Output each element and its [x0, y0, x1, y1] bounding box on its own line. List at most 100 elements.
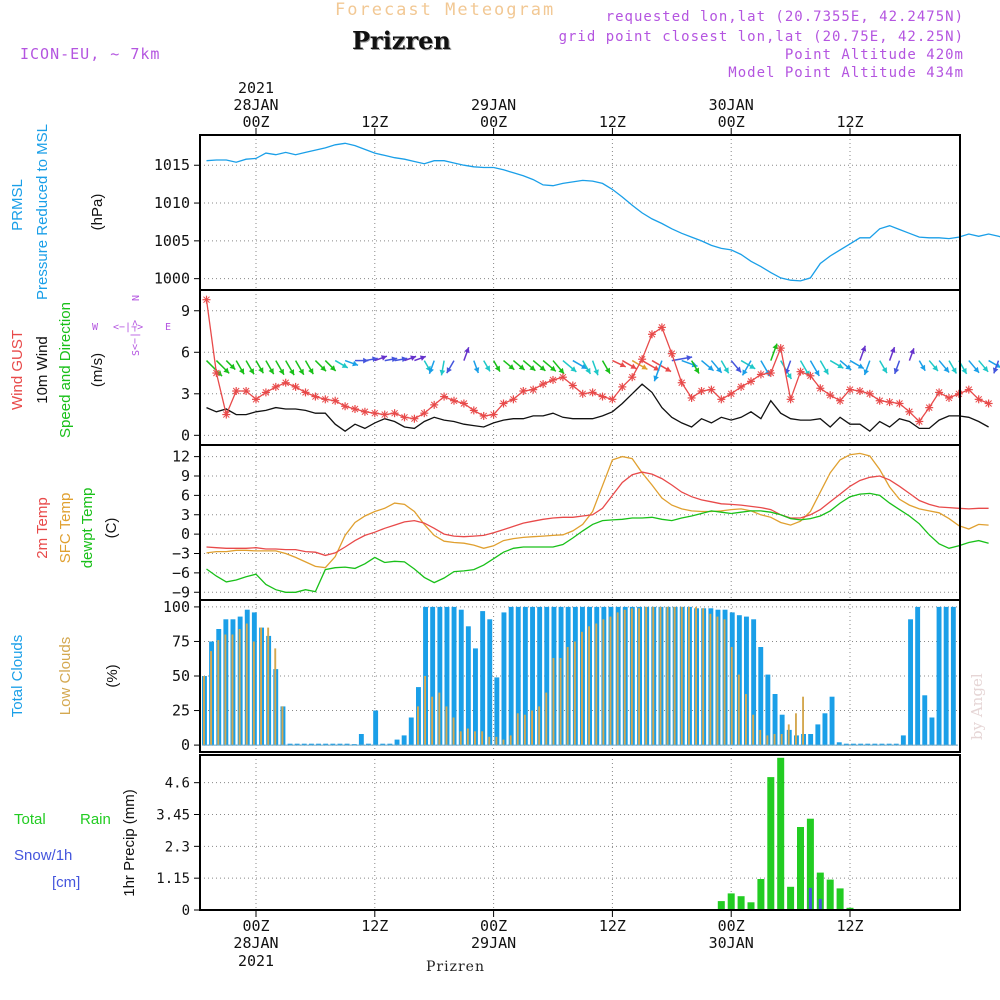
wind-arrow	[710, 360, 723, 374]
x-date-label-bottom: 29JAN	[471, 934, 516, 952]
y-tick-label: 6	[181, 343, 190, 361]
total-cloud-bar	[501, 612, 507, 746]
panel-frame	[199, 444, 961, 601]
low-cloud-bar	[231, 634, 234, 745]
gust-marker-d2	[698, 387, 705, 395]
y-tick-label: 9	[181, 467, 190, 485]
wind-arrow	[324, 360, 337, 372]
total-cloud-bar	[872, 743, 878, 746]
gust-marker	[766, 369, 775, 378]
wind-arrow-head	[558, 367, 565, 374]
gust-marker-d2	[678, 379, 686, 387]
total-cloud-bar	[294, 743, 300, 746]
wind-arrow-head	[619, 361, 626, 368]
low-cloud-bar	[716, 616, 719, 746]
wind-arrow	[859, 345, 867, 361]
rain-bar	[816, 872, 824, 910]
rain-bar	[826, 879, 834, 910]
total-cloud-bar	[444, 606, 450, 746]
wind-arrow-head	[772, 343, 778, 350]
credit-watermark: by Angel	[968, 673, 986, 740]
wind-arrow-head	[439, 369, 446, 376]
wind-arrow-head	[961, 367, 967, 374]
gust-marker	[331, 396, 340, 405]
total-cloud-bar	[929, 717, 935, 746]
wind-arrow	[839, 360, 852, 371]
low-cloud-bar	[274, 648, 277, 746]
wind-arrow-head	[881, 367, 887, 374]
wind-arrow	[938, 360, 950, 373]
wind-arrow-head	[889, 347, 896, 354]
y-tick-label: 4.6	[165, 776, 190, 792]
gust-marker-d2	[490, 411, 497, 418]
wind-arrow	[653, 360, 663, 382]
model-point-altitude: Model Point Altitude 434m	[728, 65, 964, 81]
x-date-label-top: 29JAN	[471, 96, 516, 114]
low-cloud-bar	[552, 658, 555, 746]
gust-marker	[252, 395, 260, 404]
gust-marker	[677, 378, 686, 387]
wind-unit: (m/s)	[89, 353, 106, 387]
gust-marker	[945, 393, 953, 402]
wind-arrow	[631, 359, 648, 371]
wind-arrow-head	[372, 356, 378, 363]
panel-pressure: 1000 1005 1010 1015	[154, 134, 1000, 291]
y-tick-label: 9	[181, 302, 190, 320]
wind-arrow	[572, 359, 588, 370]
low-cloud-bar	[616, 612, 619, 746]
wind-arrow	[562, 360, 577, 373]
x-date-label-top: 28JAN	[233, 96, 278, 114]
gust-marker	[242, 387, 251, 396]
gust-marker-d2	[906, 408, 913, 416]
low-cloud-bar	[581, 631, 583, 746]
x-year-label-top: 2021	[238, 79, 274, 97]
wind-arrow-head	[837, 363, 844, 369]
low-cloud-bar	[481, 731, 484, 746]
low-cloud-bar	[509, 735, 512, 746]
wind-arrow-head	[863, 369, 870, 376]
gust-marker-d2	[757, 371, 765, 378]
total-cloud-bar	[494, 677, 500, 746]
wind-arrow	[690, 360, 700, 374]
total-cloud-bar	[936, 606, 942, 746]
meteogram-subtitle: Forecast Meteogram	[335, 0, 556, 20]
gust-marker	[588, 388, 597, 397]
wind-arrow-head	[860, 345, 867, 352]
gust-marker	[707, 385, 716, 394]
wind-arrow-head	[446, 367, 452, 374]
total-cloud-bar	[908, 619, 913, 745]
gust-marker	[261, 388, 270, 397]
low-cloud-bar	[602, 619, 605, 745]
total-cloud-bar	[950, 606, 956, 746]
low-cloud-bar	[802, 696, 804, 746]
wind-arrow-head	[653, 365, 660, 371]
series-line-10m-wind	[206, 383, 989, 433]
compass-w-label: W	[92, 322, 99, 333]
wind-arrow-head	[380, 355, 387, 361]
y-tick-label: 0	[182, 903, 190, 919]
gust-marker	[717, 395, 726, 404]
gust-marker-d2	[708, 386, 715, 393]
low-clouds-label: Low Clouds	[57, 637, 74, 715]
series-line-dewpt-temp	[206, 492, 989, 593]
gust-marker	[311, 392, 320, 401]
wind-arrow-head	[473, 367, 480, 374]
wind-arrow-head	[857, 363, 864, 369]
low-cloud-bar	[588, 626, 590, 746]
wind-arrow-head	[539, 365, 546, 371]
total-cloud-bar	[829, 696, 835, 746]
gust-marker-d2	[767, 369, 775, 377]
wind-arrow-head	[686, 355, 693, 361]
wind-arrow	[978, 360, 989, 373]
total-cloud-bar	[458, 609, 464, 746]
total-cloud-bar	[487, 619, 493, 745]
wind-arrow-head	[585, 367, 591, 374]
total-cloud-bar	[401, 735, 407, 746]
low-cloud-bar	[595, 623, 598, 746]
low-cloud-bar	[252, 641, 255, 746]
total-cloud-bar	[301, 743, 307, 746]
gust-marker	[737, 382, 746, 391]
gust-marker-d2	[826, 391, 834, 399]
total-cloud-bar	[430, 606, 436, 746]
gust-marker-d2	[529, 386, 537, 393]
